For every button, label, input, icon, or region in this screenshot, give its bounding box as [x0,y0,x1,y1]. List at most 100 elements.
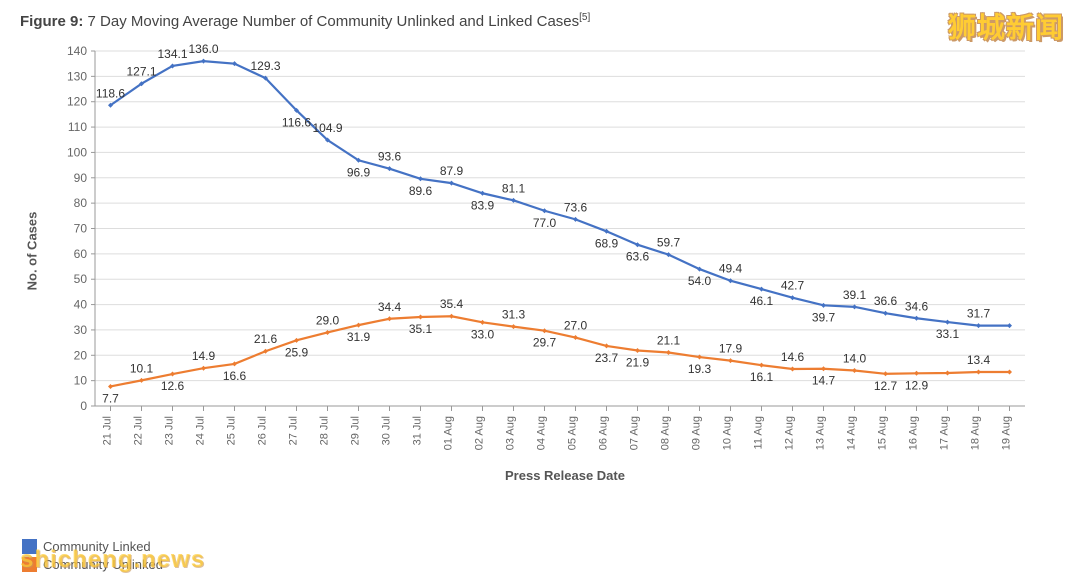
data-label: 46.1 [750,294,774,308]
data-label: 21.9 [626,355,650,369]
svg-text:01 Aug: 01 Aug [443,416,455,450]
marker-linked [945,320,950,325]
data-label: 73.6 [564,200,588,214]
svg-text:02 Aug: 02 Aug [474,416,486,450]
svg-text:05 Aug: 05 Aug [567,416,579,450]
svg-text:15 Aug: 15 Aug [877,416,889,450]
marker-linked [201,59,206,64]
svg-text:18 Aug: 18 Aug [970,416,982,450]
data-label: 136.0 [188,42,218,56]
data-label: 14.9 [192,349,216,363]
figure-title: Figure 9: 7 Day Moving Average Number of… [20,12,1060,30]
figure-caption: 7 Day Moving Average Number of Community… [83,13,579,30]
svg-text:06 Aug: 06 Aug [598,416,610,450]
svg-text:29 Jul: 29 Jul [350,416,362,445]
marker-unlinked [449,314,454,319]
data-label: 63.6 [626,250,650,264]
data-label: 14.6 [781,350,805,364]
marker-linked [387,166,392,171]
svg-text:120: 120 [67,95,87,109]
marker-linked [759,287,764,292]
data-label: 29.7 [533,336,557,350]
marker-unlinked [108,384,113,389]
data-label: 96.9 [347,165,371,179]
svg-text:16 Aug: 16 Aug [908,416,920,450]
svg-text:11 Aug: 11 Aug [753,416,765,449]
marker-unlinked [325,330,330,335]
marker-unlinked [511,324,516,329]
svg-text:60: 60 [74,247,88,261]
data-label: 12.9 [905,378,929,392]
chart-svg: 010203040506070809010011012013014021 Jul… [40,36,1040,466]
data-label: 93.6 [378,150,402,164]
data-label: 87.9 [440,164,464,178]
marker-unlinked [914,371,919,376]
data-label: 49.4 [719,262,743,276]
marker-unlinked [201,366,206,371]
data-label: 127.1 [126,65,156,79]
svg-text:04 Aug: 04 Aug [536,416,548,450]
marker-unlinked [1007,370,1012,375]
data-label: 33.1 [936,327,960,341]
marker-linked [790,295,795,300]
data-label: 89.6 [409,184,433,198]
marker-unlinked [480,320,485,325]
data-label: 35.1 [409,322,433,336]
svg-text:17 Aug: 17 Aug [939,416,951,450]
svg-text:13 Aug: 13 Aug [815,416,827,450]
svg-text:27 Jul: 27 Jul [288,416,300,445]
svg-text:23 Jul: 23 Jul [164,416,176,445]
svg-text:19 Aug: 19 Aug [1001,416,1013,450]
data-label: 36.6 [874,294,898,308]
marker-unlinked [387,316,392,321]
data-label: 81.1 [502,181,526,195]
chart-area: No. of Cases 010203040506070809010011012… [40,36,1040,466]
marker-unlinked [139,378,144,383]
marker-linked [821,303,826,308]
data-label: 12.7 [874,379,898,393]
data-label: 35.4 [440,297,464,311]
data-label: 23.7 [595,351,619,365]
svg-text:08 Aug: 08 Aug [660,416,672,450]
data-label: 12.6 [161,379,185,393]
data-label: 33.0 [471,327,495,341]
svg-text:10 Aug: 10 Aug [722,416,734,450]
figure-footnote: [5] [579,12,590,23]
svg-text:100: 100 [67,145,87,159]
data-label: 34.6 [905,299,929,313]
svg-text:26 Jul: 26 Jul [257,416,269,445]
data-label: 118.6 [96,86,125,100]
marker-unlinked [635,348,640,353]
data-label: 16.1 [750,370,774,384]
data-label: 31.3 [502,308,526,322]
marker-unlinked [945,371,950,376]
marker-unlinked [821,366,826,371]
data-label: 39.1 [843,288,867,302]
marker-linked [883,311,888,316]
svg-text:50: 50 [74,272,88,286]
svg-text:24 Jul: 24 Jul [195,416,207,445]
svg-text:07 Aug: 07 Aug [629,416,641,450]
data-label: 134.1 [157,47,187,61]
data-label: 83.9 [471,198,495,212]
marker-unlinked [976,370,981,375]
svg-text:30: 30 [74,323,88,337]
svg-text:70: 70 [74,222,88,236]
marker-linked [852,304,857,309]
svg-text:21 Jul: 21 Jul [102,416,114,445]
marker-unlinked [852,368,857,373]
data-label: 31.9 [347,330,371,344]
marker-linked [914,316,919,321]
svg-text:90: 90 [74,171,88,185]
marker-linked [511,198,516,203]
data-label: 7.7 [102,391,119,405]
data-label: 10.1 [130,361,154,375]
data-label: 39.7 [812,310,836,324]
marker-unlinked [883,371,888,376]
marker-unlinked [666,350,671,355]
data-label: 29.0 [316,313,340,327]
marker-linked [418,176,423,181]
data-label: 116.6 [282,115,311,129]
svg-text:140: 140 [67,44,87,58]
data-label: 31.7 [967,307,991,321]
